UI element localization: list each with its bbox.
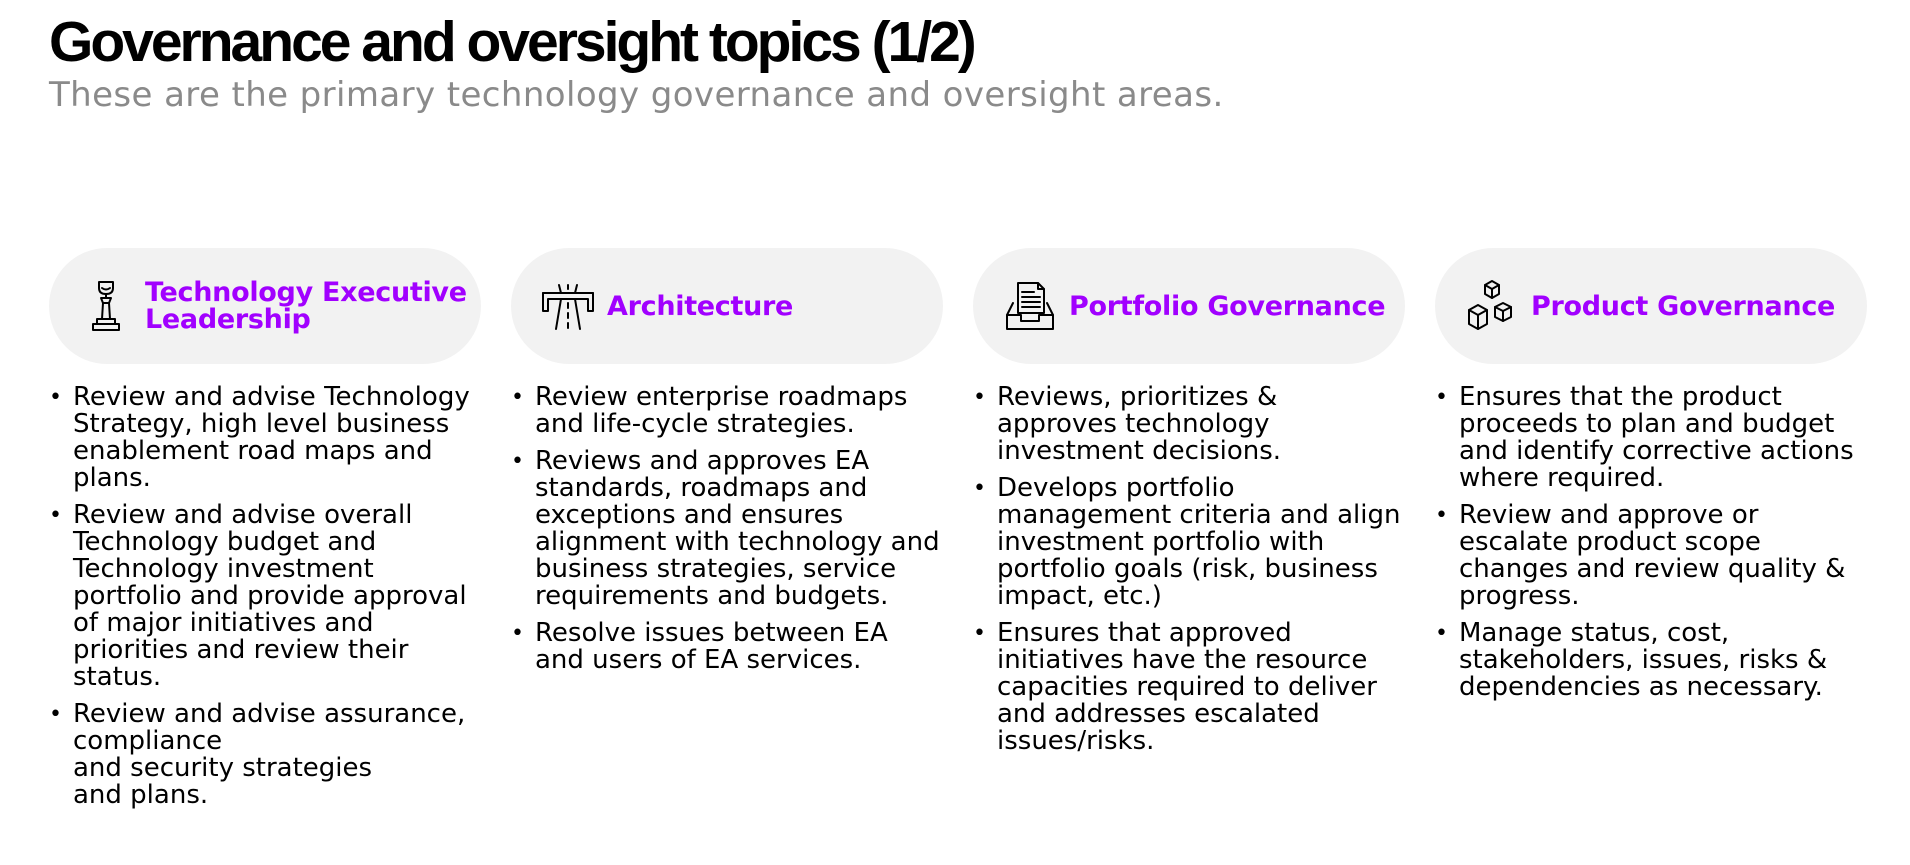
bullet-item: Review and approve or escalate product s… (1435, 502, 1867, 610)
topic-title: Product Governance (1531, 290, 1836, 322)
topic-title: Technology Executive Leadership (145, 277, 467, 335)
bullet-list: Review and advise Technology Strategy, h… (49, 384, 481, 809)
topic-title: Architecture (607, 290, 794, 322)
topic-product-governance: Product Governance Ensures that the prod… (1435, 248, 1867, 819)
bullet-item: Reviews, prioritizes & approves technolo… (973, 384, 1405, 465)
bullet-item: Manage status, cost, stakeholders, issue… (1435, 620, 1867, 701)
bullet-list: Review enterprise roadmaps and life-cycl… (511, 384, 943, 674)
trophy-icon (79, 279, 133, 333)
page-subtitle: These are the primary technology governa… (49, 75, 1224, 115)
topic-header: Portfolio Governance (973, 248, 1405, 364)
bullet-item: Review and advise overall Technology bud… (49, 502, 481, 691)
bullet-item: Ensures that approved initiatives have t… (973, 620, 1405, 755)
topic-title: Portfolio Governance (1069, 290, 1386, 322)
topic-portfolio-governance: Portfolio Governance Reviews, prioritize… (973, 248, 1405, 819)
topic-header: Product Governance (1435, 248, 1867, 364)
topic-architecture: Architecture Review enterprise roadmaps … (511, 248, 943, 819)
bullet-item: Review enterprise roadmaps and life-cycl… (511, 384, 943, 438)
topic-technology-executive-leadership: Technology Executive Leadership Review a… (49, 248, 481, 819)
bullet-item: Resolve issues between EA and users of E… (511, 620, 943, 674)
road-icon (541, 279, 595, 333)
bullet-item: Review and advise Technology Strategy, h… (49, 384, 481, 492)
bullet-list: Ensures that the product proceeds to pla… (1435, 384, 1867, 701)
page-title: Governance and oversight topics (1/2) (49, 10, 977, 74)
topic-header: Technology Executive Leadership (49, 248, 481, 364)
document-tray-icon (1003, 279, 1057, 333)
cubes-icon (1465, 279, 1519, 333)
bullet-list: Reviews, prioritizes & approves technolo… (973, 384, 1405, 755)
topic-header: Architecture (511, 248, 943, 364)
topic-columns: Technology Executive Leadership Review a… (49, 248, 1869, 819)
bullet-item: Develops portfolio management criteria a… (973, 475, 1405, 610)
bullet-item: Review and advise assurance, compliance … (49, 701, 481, 809)
bullet-item: Ensures that the product proceeds to pla… (1435, 384, 1867, 492)
bullet-item: Reviews and approves EA standards, roadm… (511, 448, 943, 610)
